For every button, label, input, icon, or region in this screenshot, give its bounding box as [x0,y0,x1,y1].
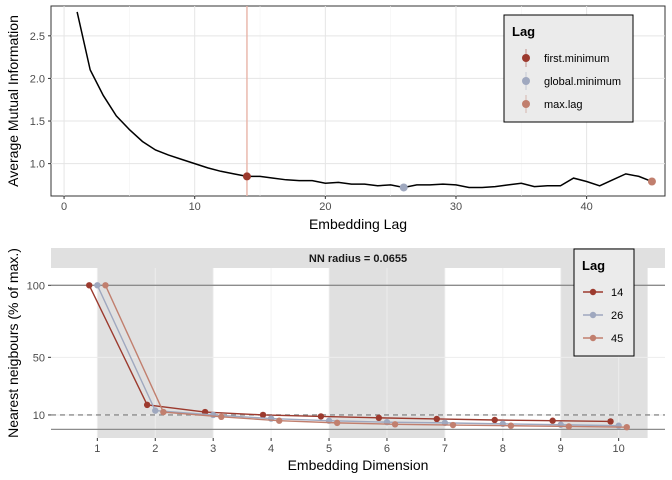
ami-y-tick-label: 1.0 [30,159,45,171]
nn-series-line-45 [104,284,627,428]
nn-legend-entries: 14 26 45 [583,287,623,345]
ami-x-tick-label: 40 [580,201,592,213]
nn-series-point-45 [391,421,399,428]
nn-series-point-14 [86,282,93,289]
nn-x-tick-label: 1 [94,443,100,455]
nn-y-tick-label: 50 [33,352,45,364]
nn-series-point-26 [209,411,217,419]
nn-y-ticks: 10 50 100 [27,280,51,422]
nn-series-point-45 [565,423,573,430]
nn-series-point-45 [333,419,341,427]
ami-marker-max-lag [647,177,656,186]
nn-series-point-26 [152,407,159,414]
nn-series-point-14 [143,401,151,409]
nn-x-tick-label: 8 [500,443,506,455]
ami-legend-label: first.minimum [544,53,609,65]
nn-x-tick-label: 10 [613,443,625,455]
ami-x-tick-label: 30 [450,201,462,213]
nn-series-point-14 [491,416,498,424]
ami-legend-title: Lag [512,24,535,39]
nn-series-point-14 [375,414,383,422]
nn-legend: Lag 14 26 45 [573,248,635,357]
ami-y-axis-title: Average Mutual Information [5,15,21,187]
ami-x-ticks: 0 10 20 30 40 [61,196,593,213]
nn-series-point-14 [549,417,556,424]
nn-series-line-26 [96,284,619,427]
ami-legend: Lag first.minimum global.minimum max.lag [503,14,634,123]
ami-y-tick-label: 2.0 [30,73,45,85]
nn-series [86,282,630,431]
ami-marker-first-minimum [242,172,251,181]
nn-series-point-45 [160,408,167,416]
nn-y-tick-label: 100 [27,280,45,292]
nn-legend-key-dot [589,334,597,342]
ami-y-tick-label: 2.5 [30,31,45,43]
nn-legend-key-dot [589,311,597,319]
nn-series-point-45 [276,417,283,424]
nn-series-point-26 [94,282,101,289]
nn-reference-lines [51,284,665,431]
nn-x-ticks: 1 2 3 4 5 6 7 8 9 10 [94,438,625,455]
nn-legend-label: 14 [611,287,623,299]
nn-series-point-14 [317,413,325,420]
ami-x-tick-label: 0 [61,201,67,213]
ami-markers [242,172,656,192]
nn-x-tick-label: 7 [442,443,448,455]
ami-x-axis-title: Embedding Lag [309,216,407,232]
nn-series-point-45 [218,413,225,421]
ami-legend-key-dot [522,77,530,85]
ami-y-tick-label: 1.5 [30,116,45,128]
nn-legend-label: 45 [611,333,623,345]
ami-legend-label: global.minimum [544,76,621,88]
nn-x-tick-label: 2 [152,443,158,455]
nn-legend-key-dot [589,288,597,296]
nn-strip [51,248,665,268]
nn-x-axis-title: Embedding Dimension [288,457,429,473]
nn-series-point-14 [607,418,614,425]
nn-x-tick-label: 3 [210,443,216,455]
nn-series-point-45 [449,421,457,429]
ami-legend-key-dot [522,54,530,62]
nn-series-line-14 [88,284,611,423]
nn-x-tick-label: 6 [384,443,390,455]
ami-legend-entries: first.minimum global.minimum max.lag [522,49,621,113]
panel-ami: 0 10 20 30 40 1.0 1.5 2.0 2.5 Embedding Lag Ave… [5,5,666,232]
ami-marker-global-minimum [399,183,408,192]
ami-y-ticks: 1.0 1.5 2.0 2.5 [30,31,51,171]
nn-strip-label: NN radius = 0.0655 [309,253,407,265]
ami-x-tick-label: 10 [189,201,201,213]
nn-shaded-band [97,268,156,438]
nn-series-point-45 [623,423,630,431]
nn-series-point-45 [102,282,109,289]
nn-legend-label: 26 [611,310,623,322]
nn-y-tick-label: 10 [33,410,45,422]
ami-x-tick-label: 20 [319,201,331,213]
nn-x-tick-label: 4 [268,443,274,455]
ami-series-line [76,11,653,189]
nn-x-tick-label: 5 [326,443,332,455]
ami-legend-label: max.lag [544,99,583,111]
nn-legend-title: Lag [582,258,605,273]
nn-series-point-14 [433,415,440,423]
nn-x-tick-label: 9 [558,443,564,455]
ami-legend-key-dot [522,100,530,108]
nn-y-axis-title: Nearest neigbours (% of max.) [5,248,21,438]
nn-series-point-26 [615,422,622,429]
nn-series-point-45 [507,422,515,429]
nn-series-point-14 [259,411,267,419]
